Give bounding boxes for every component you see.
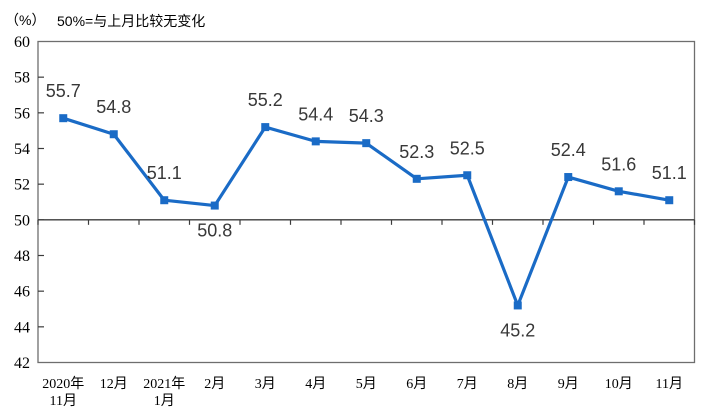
data-point-marker [665,196,674,205]
data-point-marker [614,187,623,196]
data-point-label: 55.2 [248,90,283,110]
data-point-marker [362,139,371,148]
y-tick-label: 52 [14,177,30,194]
x-tick-label: 2020年 [42,376,84,392]
data-point-marker [210,201,219,210]
data-point-marker [160,196,169,205]
data-point-label: 55.7 [46,81,81,101]
data-point-label: 51.1 [147,163,182,183]
x-tick-label: 11月 [656,376,683,392]
data-point-label: 52.5 [450,138,485,158]
x-tick-label: 1月 [154,393,175,409]
data-point-marker [261,123,270,132]
x-tick-label: 2月 [204,376,225,392]
y-tick-label: 46 [14,284,30,301]
y-tick-label: 48 [14,248,30,265]
x-tick-label: 2021年 [143,376,185,392]
y-tick-label: 50 [14,212,30,229]
data-point-label: 51.1 [652,163,687,183]
data-point-marker [513,301,522,310]
x-tick-label: 5月 [356,376,377,392]
x-tick-label: 12月 [100,376,128,392]
data-point-label: 54.3 [349,106,384,126]
y-axis-unit-label: （%） [5,12,46,28]
data-point-marker [311,137,320,146]
x-tick-label: 7月 [457,376,478,392]
y-tick-label: 54 [14,141,30,158]
x-tick-label: 3月 [255,376,276,392]
x-tick-label: 8月 [507,376,528,392]
data-point-marker [463,171,472,180]
chart-subtitle: 50%=与上月比较无变化 [57,13,206,29]
data-point-label: 54.8 [96,97,131,117]
data-point-label: 54.4 [298,104,333,124]
data-point-marker [59,114,68,123]
x-tick-label: 11月 [50,393,77,409]
y-tick-label: 58 [14,70,30,87]
y-tick-label: 56 [14,105,30,122]
x-tick-label: 9月 [558,376,579,392]
data-point-label: 52.3 [399,142,434,162]
x-tick-label: 10月 [605,376,633,392]
data-point-marker [109,130,118,139]
data-point-label: 52.4 [551,140,586,160]
data-point-label: 51.6 [601,154,636,174]
x-tick-label: 4月 [305,376,326,392]
data-point-marker [412,174,421,183]
y-tick-label: 44 [14,319,30,336]
x-tick-label: 6月 [406,376,427,392]
y-tick-label: 42 [14,355,30,372]
plot-border [37,40,696,364]
data-point-label: 50.8 [197,221,232,241]
data-point-label: 45.2 [500,320,535,340]
data-point-marker [564,173,573,182]
y-tick-label: 60 [14,34,30,51]
